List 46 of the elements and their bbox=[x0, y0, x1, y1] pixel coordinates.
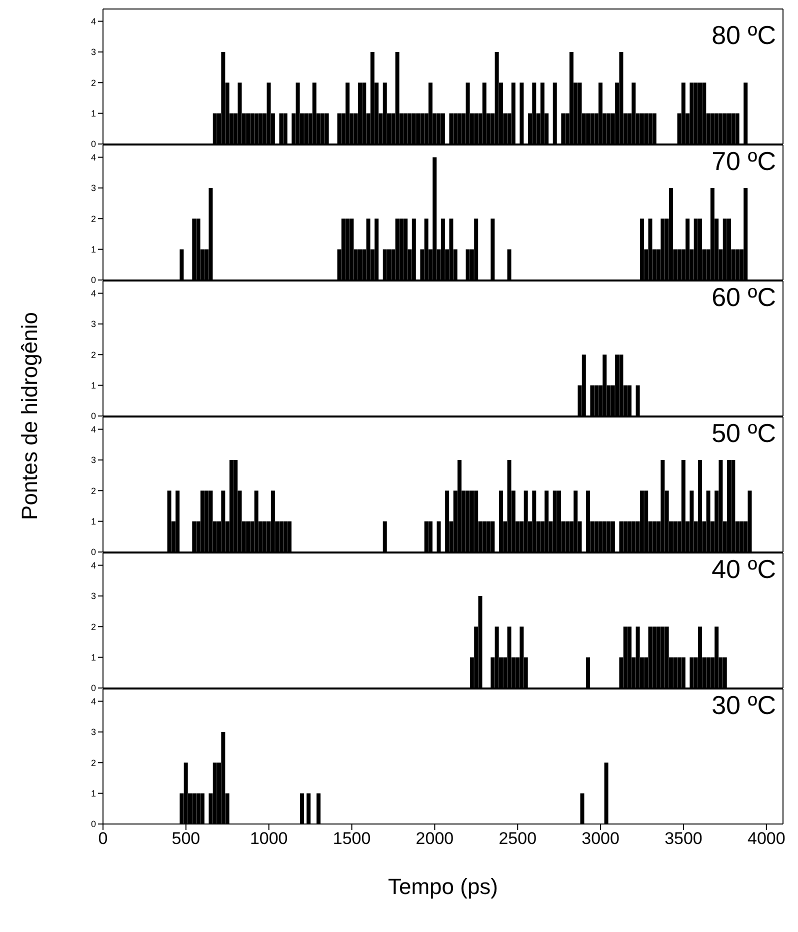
y-tick-label: 4 bbox=[90, 560, 96, 570]
x-tick-label: 2500 bbox=[498, 829, 537, 848]
y-tick-label: 3 bbox=[90, 455, 96, 466]
chart-title: 60 ºC bbox=[712, 282, 776, 313]
y-tick-label: 3 bbox=[90, 183, 96, 194]
y-tick-label: 4 bbox=[90, 424, 96, 434]
y-tick-label: 2 bbox=[90, 758, 96, 768]
y-tick-label: 2 bbox=[90, 622, 96, 632]
x-tick-label: 1500 bbox=[332, 829, 371, 848]
y-tick-label: 4 bbox=[90, 288, 96, 298]
y-tick-label: 4 bbox=[90, 696, 96, 706]
x-tick-label: 3000 bbox=[582, 829, 620, 848]
y-tick-label: 0 bbox=[90, 819, 96, 830]
y-tick-label: 1 bbox=[90, 380, 96, 391]
x-axis-title: Tempo (ps) bbox=[386, 874, 500, 900]
x-tick-label: 4000 bbox=[748, 829, 786, 848]
y-axis-title: Pontes de hidrogênio bbox=[17, 312, 43, 520]
x-tick-label: 500 bbox=[172, 829, 200, 848]
y-tick-label: 0 bbox=[90, 411, 96, 422]
y-tick-label: 0 bbox=[90, 547, 96, 558]
y-tick-label: 1 bbox=[90, 108, 96, 119]
chart-title: 80 ºC bbox=[712, 20, 776, 51]
y-tick-label: 2 bbox=[90, 350, 96, 360]
y-tick-label: 0 bbox=[90, 139, 96, 150]
y-tick-label: 0 bbox=[90, 683, 96, 694]
y-tick-label: 0 bbox=[90, 275, 96, 286]
x-tick-label: 2000 bbox=[416, 829, 454, 848]
x-tick-label: 3500 bbox=[664, 829, 702, 848]
y-tick-label: 3 bbox=[90, 727, 96, 738]
chart-title: 50 ºC bbox=[712, 418, 776, 449]
y-tick-label: 1 bbox=[90, 516, 96, 527]
y-tick-label: 2 bbox=[90, 486, 96, 496]
y-tick-label: 4 bbox=[90, 152, 96, 162]
y-tick-label: 4 bbox=[90, 16, 96, 26]
y-tick-label: 1 bbox=[90, 788, 96, 799]
x-tick-label: 1000 bbox=[250, 829, 288, 848]
y-tick-label: 1 bbox=[90, 652, 96, 663]
y-tick-label: 2 bbox=[90, 214, 96, 224]
y-tick-label: 3 bbox=[90, 319, 96, 330]
y-tick-label: 3 bbox=[90, 47, 96, 58]
y-tick-label: 3 bbox=[90, 591, 96, 602]
chart-title: 30 ºC bbox=[712, 690, 776, 721]
y-tick-label: 2 bbox=[90, 78, 96, 88]
chart-title: 70 ºC bbox=[712, 146, 776, 177]
chart-title: 40 ºC bbox=[712, 554, 776, 585]
y-tick-label: 1 bbox=[90, 244, 96, 255]
